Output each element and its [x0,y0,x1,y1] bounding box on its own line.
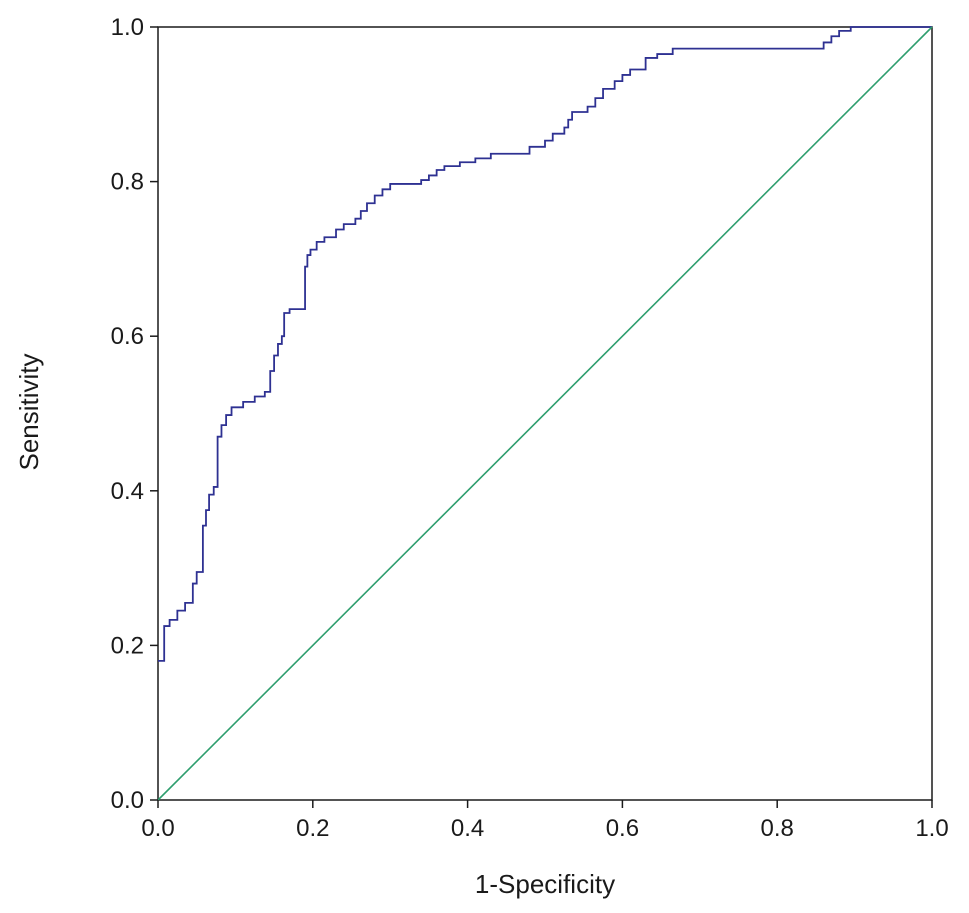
roc-curve-line [158,26,932,662]
plot-frame [157,26,933,801]
y-tick-label: 0.4 [111,478,144,505]
y-tick-label: 0.0 [111,787,144,814]
plot-area [157,26,933,801]
x-tick-label: 0.4 [451,815,484,842]
y-tick-label: 1.0 [111,14,144,41]
x-axis: 0.0 0.2 0.4 0.6 0.8 1.0 [141,800,949,842]
x-axis-title: 1-Specificity [475,869,615,899]
x-tick-label: 1.0 [915,815,948,842]
x-tick-label: 0.6 [606,815,639,842]
x-tick-label: 0.8 [761,815,794,842]
y-axis-title: Sensitivity [14,353,44,470]
y-tick-label: 0.6 [111,323,144,350]
reference-diagonal-line [157,26,933,801]
y-tick-label: 0.8 [111,169,144,196]
x-tick-label: 0.0 [141,815,174,842]
y-tick-label: 0.2 [111,632,144,659]
y-axis: 0.0 0.2 0.4 0.6 0.8 1.0 [111,14,158,814]
x-tick-label: 0.2 [296,815,329,842]
